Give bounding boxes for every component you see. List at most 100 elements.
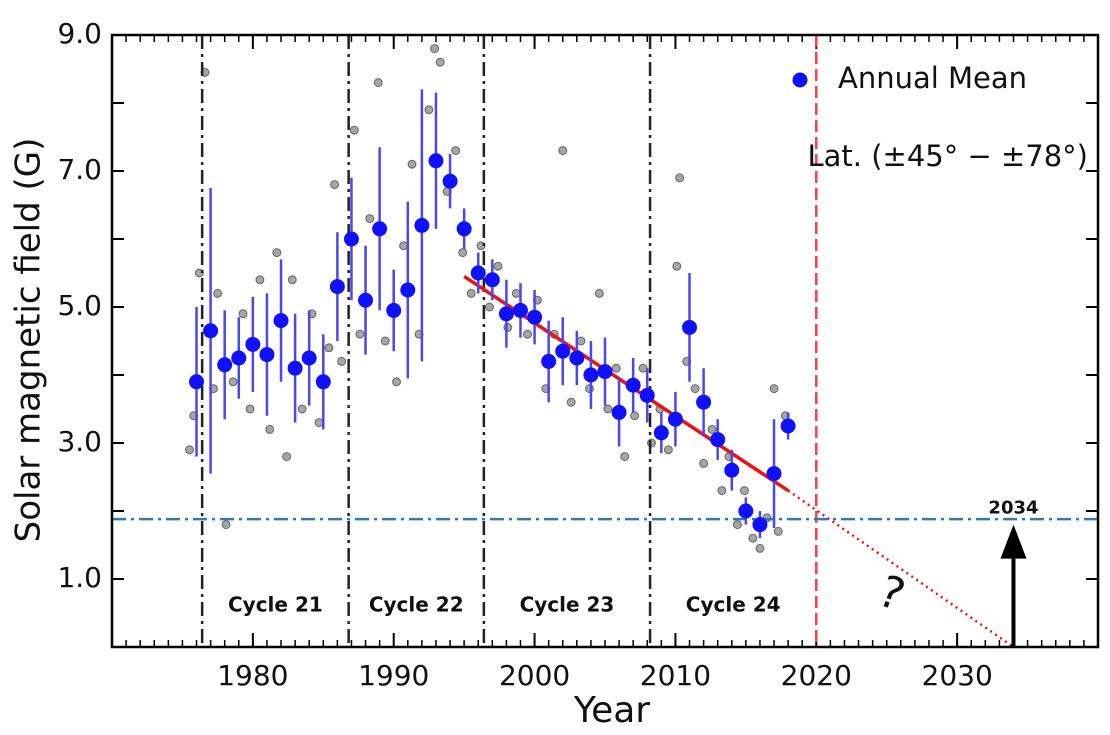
mean-point (512, 302, 528, 318)
x-axis-label: Year (573, 690, 650, 731)
sample-point (349, 125, 359, 135)
mean-point (301, 350, 317, 366)
sample-point (435, 57, 445, 67)
mean-point (231, 350, 247, 366)
sample-point (392, 377, 402, 387)
sample-point (466, 288, 476, 298)
sample-point (272, 248, 282, 258)
cycle-label: Cycle 23 (520, 593, 615, 617)
mean-point (696, 394, 712, 410)
sample-point (337, 356, 347, 366)
sample-point (213, 288, 223, 298)
sample-point (407, 159, 417, 169)
sample-point (424, 105, 434, 115)
cycle-label: Cycle 21 (228, 593, 323, 617)
sample-point (611, 363, 621, 373)
sample-point (699, 458, 709, 468)
mean-point (583, 367, 599, 383)
mean-point (625, 377, 641, 393)
mean-point (639, 387, 655, 403)
mean-point (653, 425, 669, 441)
sample-point (620, 452, 630, 462)
mean-point (682, 319, 698, 335)
sample-point (773, 526, 783, 536)
x-tick-label: 2010 (640, 659, 711, 692)
plot-frame (110, 33, 1100, 649)
mean-point (329, 279, 345, 295)
y-tick-label: 5.0 (57, 289, 102, 322)
sample-point (511, 288, 521, 298)
mean-point (400, 282, 416, 298)
y-tick-label: 1.0 (57, 561, 102, 594)
mean-point (724, 462, 740, 478)
sample-point (287, 275, 297, 285)
cycle-label: Cycle 22 (369, 593, 464, 617)
cycle-label: Cycle 24 (686, 593, 781, 617)
mean-point (766, 466, 782, 482)
mean-point (611, 404, 627, 420)
sample-point (707, 424, 717, 434)
sample-point (523, 329, 533, 339)
mean-point (203, 323, 219, 339)
sample-point (603, 404, 613, 414)
mean-point (752, 517, 768, 533)
x-tick-label: 1990 (358, 659, 429, 692)
mean-point (597, 364, 613, 380)
sample-point (566, 397, 576, 407)
mean-point (527, 309, 543, 325)
mean-point (358, 292, 374, 308)
sample-point (365, 214, 375, 224)
sample-point (503, 322, 513, 332)
sample-point (748, 533, 758, 543)
sample-point (245, 404, 255, 414)
mean-point (245, 336, 261, 352)
sample-point (355, 329, 365, 339)
sample-point (493, 261, 503, 271)
x-tick-label: 1980 (217, 659, 288, 692)
question-mark: ? (872, 566, 911, 622)
sample-point (399, 241, 409, 251)
mean-point (710, 432, 726, 448)
sample-point (324, 343, 334, 353)
sample-point (663, 445, 673, 455)
sample-point (380, 336, 390, 346)
sample-point (184, 445, 194, 455)
mean-point (217, 357, 233, 373)
mean-point (498, 306, 514, 322)
sample-point (717, 486, 727, 496)
sample-point (739, 486, 749, 496)
y-tick-label: 9.0 (57, 17, 102, 50)
sample-point (330, 180, 340, 190)
sample-point (594, 288, 604, 298)
arrow-label: 2034 (988, 498, 1038, 519)
sample-point (576, 336, 586, 346)
sample-point (228, 377, 238, 387)
mean-point (386, 302, 402, 318)
x-tick-label: 2020 (781, 659, 852, 692)
mean-point (456, 221, 472, 237)
sample-point (672, 261, 682, 271)
mean-point (189, 374, 205, 390)
mean-point (414, 217, 430, 233)
mean-point (667, 411, 683, 427)
mean-point (343, 231, 359, 247)
mean-point (780, 418, 796, 434)
mean-point (259, 347, 275, 363)
sample-point (255, 275, 265, 285)
sample-point (458, 248, 468, 258)
sample-point (265, 424, 275, 434)
legend-label: Annual Mean (838, 61, 1027, 95)
sample-point (238, 309, 248, 319)
sample-point (732, 520, 742, 530)
mean-point (273, 313, 289, 329)
arrow-head (1000, 524, 1027, 559)
mean-point (555, 343, 571, 359)
mean-point (738, 503, 754, 519)
sample-point (638, 363, 648, 373)
sample-point (630, 411, 640, 421)
sample-point (769, 384, 779, 394)
mean-point (541, 353, 557, 369)
y-tick-label: 3.0 (57, 425, 102, 458)
sample-point (646, 438, 656, 448)
